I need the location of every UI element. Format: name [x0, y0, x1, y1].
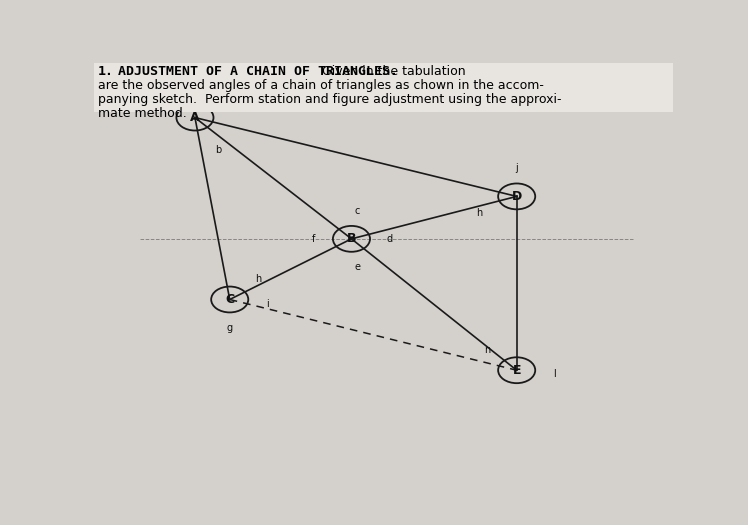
Text: c: c — [355, 206, 360, 216]
Text: mate method.: mate method. — [98, 108, 187, 120]
Text: j: j — [515, 163, 518, 173]
Text: D: D — [512, 190, 522, 203]
Text: Given in the tabulation: Given in the tabulation — [318, 65, 465, 78]
Text: i: i — [266, 299, 269, 309]
FancyBboxPatch shape — [94, 63, 673, 111]
Text: e: e — [355, 262, 361, 272]
Text: d: d — [386, 234, 392, 244]
Text: b: b — [215, 145, 221, 155]
Text: A: A — [190, 111, 200, 124]
Text: g: g — [227, 323, 233, 333]
Text: l: l — [553, 369, 556, 379]
Text: h: h — [256, 274, 262, 284]
Text: h: h — [476, 207, 482, 217]
Text: C: C — [225, 293, 234, 306]
Text: are the observed angles of a chain of triangles as chown in the accom-: are the observed angles of a chain of tr… — [98, 79, 544, 92]
Text: f: f — [312, 234, 316, 244]
Text: B: B — [347, 233, 356, 245]
Text: 1.: 1. — [98, 65, 114, 78]
Text: n: n — [485, 345, 491, 355]
Text: panying sketch.  Perform station and figure adjustment using the approxi-: panying sketch. Perform station and figu… — [98, 93, 562, 107]
Text: ADJUSTMENT OF A CHAIN OF TRIANGLES.: ADJUSTMENT OF A CHAIN OF TRIANGLES. — [118, 65, 398, 78]
Text: E: E — [512, 364, 521, 377]
